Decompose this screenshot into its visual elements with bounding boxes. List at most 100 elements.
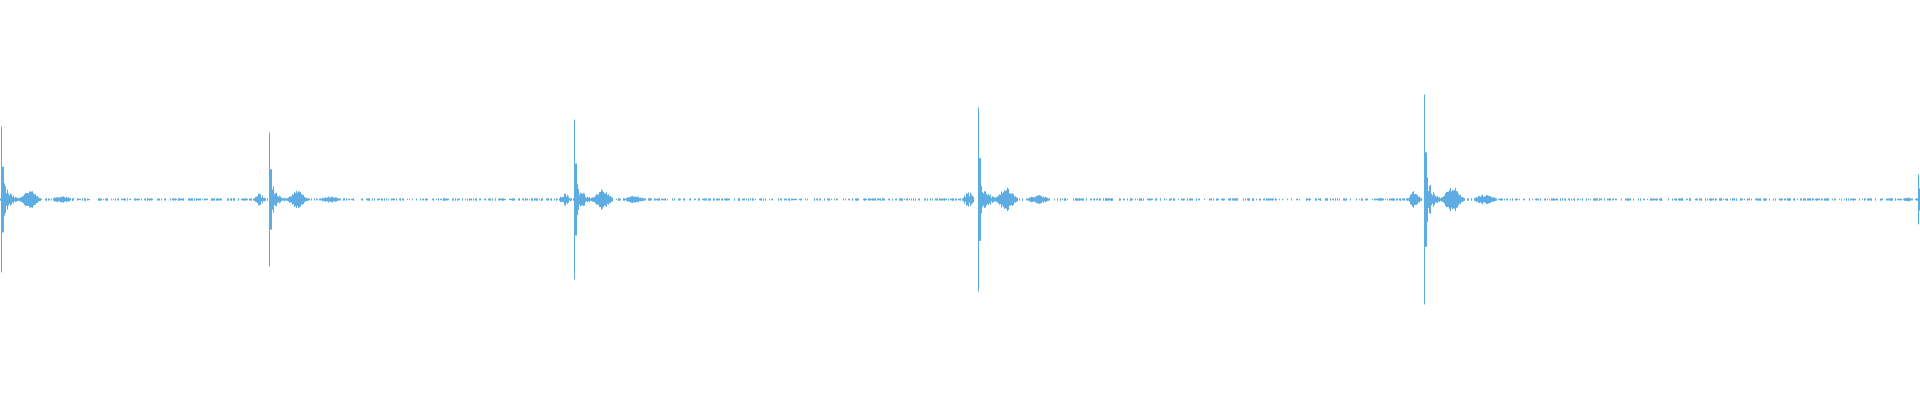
waveform-sample-bar	[196, 198, 197, 201]
waveform-sample-bar	[1378, 198, 1379, 201]
waveform-sample-bar	[1588, 198, 1589, 201]
waveform-sample-bar	[695, 198, 696, 201]
waveform-sample-bar	[391, 198, 392, 201]
waveform-sample-bar	[17, 198, 18, 201]
waveform-sample-bar	[772, 198, 773, 201]
waveform-sample-bar	[1389, 198, 1390, 201]
waveform-sample-bar	[988, 193, 989, 206]
waveform-sample-bar	[319, 198, 320, 201]
waveform-sample-bar	[134, 198, 135, 201]
waveform-sample-bar	[1628, 198, 1629, 201]
waveform-sample-bar	[57, 196, 58, 203]
waveform-sample-bar	[1613, 198, 1614, 201]
waveform-sample-bar	[1500, 198, 1501, 201]
waveform-sample-bar	[574, 119, 575, 280]
waveform-sample-bar	[1766, 198, 1767, 201]
waveform-sample-bar	[1152, 198, 1153, 201]
waveform-sample-bar	[1316, 198, 1317, 201]
waveform-sample-bar	[84, 198, 85, 201]
waveform-sample-bar	[831, 198, 832, 201]
waveform-sample-bar	[1654, 198, 1655, 201]
waveform-sample-bar	[625, 198, 626, 201]
waveform-sample-bar	[901, 198, 902, 201]
waveform-sample-bar	[1410, 194, 1411, 205]
waveform-sample-bar	[1014, 196, 1015, 203]
waveform-sample-bar	[1132, 198, 1133, 201]
waveform-sample-bar	[1828, 198, 1829, 201]
waveform-sample-bar	[1601, 198, 1602, 201]
waveform-sample-bar	[1564, 198, 1565, 201]
waveform-sample-bar	[113, 198, 114, 201]
waveform-sample-bar	[1017, 197, 1018, 202]
waveform-sample-bar	[1272, 198, 1273, 201]
waveform-sample-bar	[80, 198, 81, 201]
waveform-sample-bar	[1462, 197, 1463, 202]
waveform-sample-bar	[1562, 198, 1563, 201]
waveform-sample-bar	[1661, 198, 1662, 201]
waveform-sample-bar	[1042, 197, 1043, 202]
waveform-sample-bar	[1711, 198, 1712, 201]
waveform-sample-bar	[1501, 198, 1502, 201]
waveform-sample-bar	[1171, 198, 1172, 201]
waveform-sample-bar	[1402, 198, 1403, 201]
waveform-sample-bar	[231, 198, 232, 201]
waveform-sample-bar	[606, 192, 607, 207]
waveform-sample-bar	[1, 126, 2, 273]
waveform-sample-bar	[1485, 196, 1486, 203]
waveform-sample-bar	[219, 198, 220, 201]
waveform-sample-bar	[1790, 198, 1791, 201]
waveform-sample-bar	[856, 198, 857, 201]
waveform-sample-bar	[843, 198, 844, 201]
waveform-sample-bar	[1096, 198, 1097, 201]
waveform-sample-bar	[722, 198, 723, 201]
waveform-sample-bar	[1644, 198, 1645, 201]
waveform-sample-bar	[765, 198, 766, 201]
waveform-sample-bar	[37, 196, 38, 203]
waveform-sample-bar	[7, 189, 8, 210]
waveform-sample-bar	[1418, 196, 1419, 203]
waveform-sample-bar	[1516, 198, 1517, 201]
waveform-sample-bar	[998, 195, 999, 204]
waveform-sample-bar	[548, 198, 549, 201]
waveform-sample-bar	[1111, 198, 1112, 201]
waveform-sample-bar	[1155, 198, 1156, 201]
waveform-sample-bar	[969, 196, 970, 203]
waveform-sample-bar	[618, 198, 619, 201]
waveform-sample-bar	[1002, 193, 1003, 206]
waveform-sample-bar	[1420, 198, 1421, 201]
waveform-sample-bar	[1689, 198, 1690, 201]
waveform-sample-bar	[567, 194, 568, 205]
waveform-sample-bar	[819, 198, 820, 201]
waveform-sample-bar	[1127, 198, 1128, 201]
waveform-sample-bar	[1366, 198, 1367, 201]
waveform-sample-bar	[176, 198, 177, 201]
waveform-sample-bar	[1625, 198, 1626, 201]
waveform-sample-bar	[337, 198, 338, 201]
waveform-sample-bar	[218, 198, 219, 201]
waveform-sample-bar	[753, 198, 754, 201]
waveform-sample-bar	[115, 198, 116, 201]
waveform-sample-bar	[1712, 198, 1713, 201]
waveform-sample-bar	[333, 197, 334, 202]
waveform-sample-bar	[1036, 196, 1037, 203]
waveform-sample-bar	[1073, 198, 1074, 201]
waveform-sample-bar	[172, 198, 173, 201]
waveform-sample-bar	[41, 198, 42, 201]
waveform-sample-bar	[261, 197, 262, 202]
waveform-sample-bar	[1015, 196, 1016, 203]
waveform-sample-bar	[1209, 198, 1210, 201]
waveform-sample-bar	[607, 195, 608, 204]
waveform-sample-bar	[1110, 198, 1111, 201]
waveform-sample-bar	[729, 198, 730, 201]
waveform-sample-bar	[1263, 198, 1264, 201]
waveform-sample-bar	[932, 198, 933, 201]
waveform-sample-bar	[858, 198, 859, 201]
waveform-sample-bar	[24, 194, 25, 205]
waveform-sample-bar	[15, 196, 16, 202]
waveform-sample-bar	[684, 198, 685, 201]
waveform-sample-bar	[726, 198, 727, 201]
waveform-sample-bar	[1727, 198, 1728, 201]
waveform-sample-bar	[1030, 197, 1031, 202]
waveform-sample-bar	[1432, 195, 1433, 204]
waveform-sample-bar	[1590, 198, 1591, 201]
